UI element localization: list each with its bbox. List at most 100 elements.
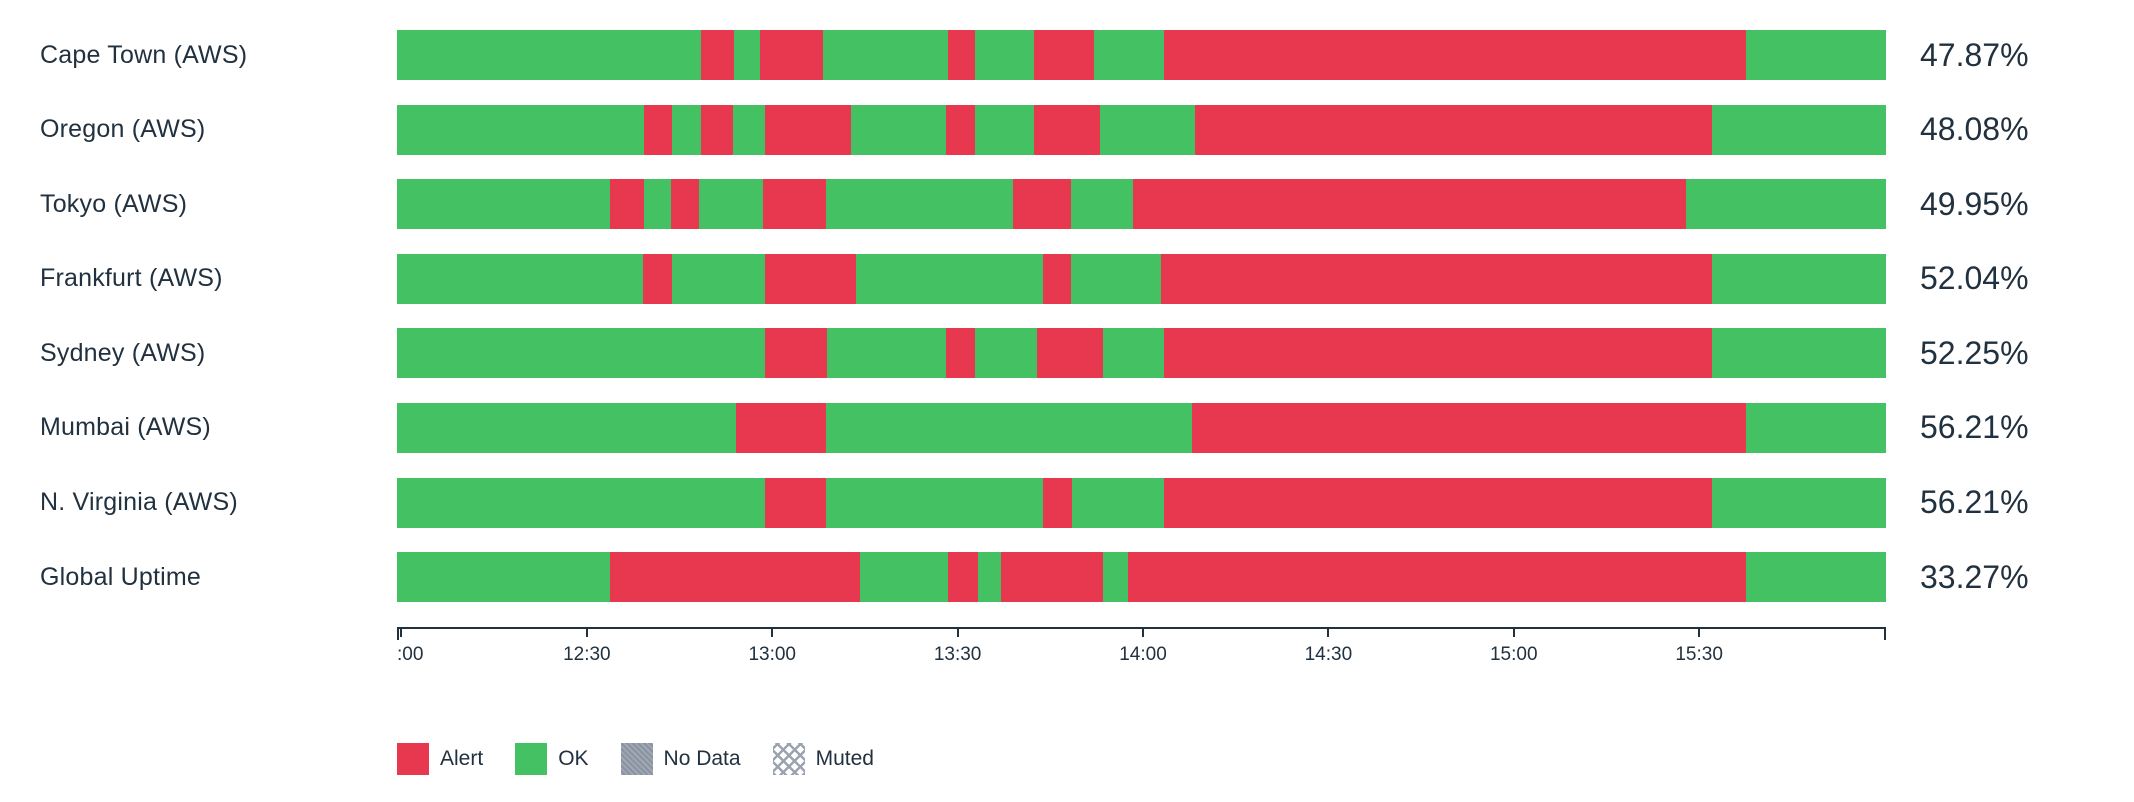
status-segment-ok[interactable]: [397, 253, 643, 304]
status-segment-alert[interactable]: [1037, 328, 1103, 379]
status-segment-alert[interactable]: [736, 402, 826, 453]
status-segment-alert[interactable]: [764, 104, 852, 155]
status-segment-alert[interactable]: [1034, 30, 1094, 80]
status-segment-alert[interactable]: [1013, 179, 1072, 230]
status-segment-ok[interactable]: [860, 552, 948, 603]
status-segment-ok[interactable]: [1711, 104, 1886, 155]
status-segment-alert[interactable]: [1034, 104, 1100, 155]
legend-item-alert: Alert: [397, 742, 484, 775]
status-segment-alert[interactable]: [763, 179, 826, 230]
status-segment-ok[interactable]: [1093, 30, 1164, 80]
legend-swatch-ok-icon: [515, 742, 548, 775]
status-bar: [397, 253, 1886, 304]
status-segment-alert[interactable]: [642, 253, 673, 304]
status-segment-ok[interactable]: [822, 30, 948, 80]
table-row: Global Uptime 33.27%: [0, 552, 2134, 603]
status-segment-alert[interactable]: [670, 179, 700, 230]
axis-tick: [956, 626, 959, 637]
status-segment-ok[interactable]: [699, 179, 764, 230]
status-segment-ok[interactable]: [1711, 328, 1886, 379]
table-row: Tokyo (AWS) 49.95%: [0, 179, 2134, 230]
status-segment-alert[interactable]: [700, 30, 734, 80]
status-segment-ok[interactable]: [1746, 402, 1886, 453]
status-segment-alert[interactable]: [1160, 253, 1712, 304]
uptime-value: 56.21%: [1920, 484, 2029, 521]
axis-endcap: [1884, 626, 1886, 640]
status-bar: [397, 402, 1886, 453]
uptime-value: 52.04%: [1920, 260, 2029, 297]
status-segment-ok[interactable]: [672, 253, 765, 304]
row-label: Frankfurt (AWS): [40, 264, 223, 293]
status-segment-ok[interactable]: [851, 104, 947, 155]
status-segment-ok[interactable]: [1711, 253, 1886, 304]
legend-item-muted: Muted: [772, 742, 874, 775]
status-segment-alert[interactable]: [946, 328, 975, 379]
row-label: Sydney (AWS): [40, 338, 206, 367]
status-segment-ok[interactable]: [644, 179, 671, 230]
axis-tick-label: 12:30: [563, 643, 611, 665]
table-row: Cape Town (AWS) 47.87%: [0, 30, 2134, 80]
axis-tick: [1327, 626, 1330, 637]
axis-tick: [1698, 626, 1701, 637]
status-segment-ok[interactable]: [672, 104, 701, 155]
status-segment-alert[interactable]: [1043, 477, 1072, 528]
status-segment-ok[interactable]: [1071, 253, 1161, 304]
status-segment-ok[interactable]: [397, 179, 610, 230]
status-segment-alert[interactable]: [1163, 477, 1712, 528]
status-segment-alert[interactable]: [764, 477, 826, 528]
status-segment-ok[interactable]: [733, 104, 765, 155]
status-segment-ok[interactable]: [1102, 328, 1164, 379]
status-segment-ok[interactable]: [397, 402, 737, 453]
status-segment-alert[interactable]: [644, 104, 673, 155]
status-segment-ok[interactable]: [1745, 552, 1886, 603]
status-segment-ok[interactable]: [974, 328, 1038, 379]
status-segment-alert[interactable]: [764, 328, 828, 379]
status-segment-alert[interactable]: [1132, 179, 1687, 230]
status-segment-ok[interactable]: [974, 104, 1035, 155]
status-segment-alert[interactable]: [946, 104, 975, 155]
status-segment-ok[interactable]: [825, 477, 1044, 528]
table-row: Oregon (AWS) 48.08%: [0, 104, 2134, 155]
status-segment-alert[interactable]: [947, 30, 975, 80]
row-label: N. Virginia (AWS): [40, 488, 238, 517]
status-segment-ok[interactable]: [397, 30, 701, 80]
legend-label: OK: [558, 746, 589, 770]
status-segment-ok[interactable]: [977, 552, 1002, 603]
table-row: Mumbai (AWS) 56.21%: [0, 402, 2134, 453]
status-segment-alert[interactable]: [609, 179, 645, 230]
status-segment-ok[interactable]: [974, 30, 1035, 80]
status-segment-alert[interactable]: [764, 253, 856, 304]
status-segment-alert[interactable]: [1163, 30, 1746, 80]
status-segment-ok[interactable]: [827, 328, 947, 379]
status-segment-ok[interactable]: [1711, 477, 1886, 528]
status-segment-alert[interactable]: [1043, 253, 1072, 304]
status-segment-ok[interactable]: [825, 402, 1193, 453]
axis-tick: [771, 626, 774, 637]
status-segment-alert[interactable]: [700, 104, 734, 155]
status-segment-ok[interactable]: [1071, 179, 1133, 230]
status-segment-alert[interactable]: [1195, 104, 1712, 155]
status-segment-ok[interactable]: [397, 104, 645, 155]
status-segment-ok[interactable]: [825, 179, 1014, 230]
legend-label: Alert: [440, 746, 484, 770]
uptime-status-chart: Cape Town (AWS) 47.87% Oregon (AWS) 48.0…: [0, 30, 2134, 775]
status-segment-ok[interactable]: [1686, 179, 1886, 230]
status-segment-ok[interactable]: [397, 328, 765, 379]
status-segment-ok[interactable]: [1071, 477, 1164, 528]
status-segment-ok[interactable]: [397, 477, 765, 528]
status-segment-alert[interactable]: [1163, 328, 1712, 379]
status-segment-alert[interactable]: [760, 30, 823, 80]
status-segment-alert[interactable]: [947, 552, 978, 603]
status-segment-ok[interactable]: [1102, 552, 1129, 603]
status-segment-alert[interactable]: [1001, 552, 1103, 603]
status-segment-ok[interactable]: [1745, 30, 1886, 80]
status-segment-ok[interactable]: [855, 253, 1044, 304]
status-segment-alert[interactable]: [1128, 552, 1746, 603]
status-bar: [397, 477, 1886, 528]
status-segment-alert[interactable]: [1192, 402, 1746, 453]
status-segment-ok[interactable]: [1099, 104, 1196, 155]
status-segment-ok[interactable]: [397, 552, 610, 603]
status-segment-ok[interactable]: [733, 30, 761, 80]
status-segment-alert[interactable]: [609, 552, 861, 603]
status-bar: [397, 328, 1886, 379]
